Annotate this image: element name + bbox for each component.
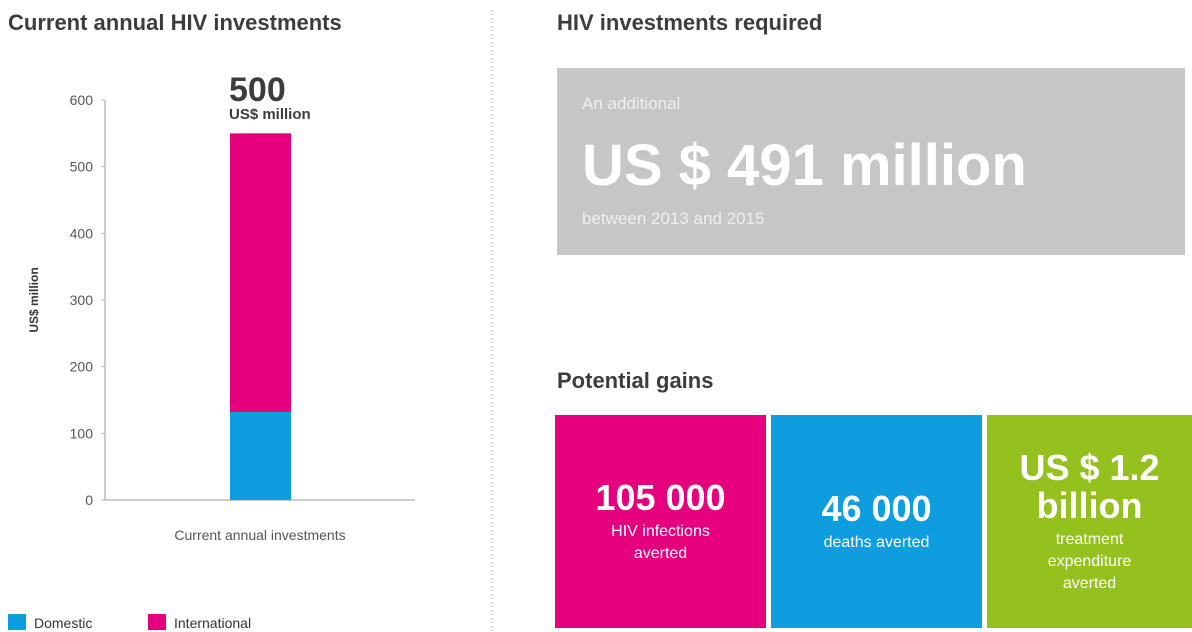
y-axis-label: US$ million bbox=[27, 267, 41, 332]
y-tick-label: 400 bbox=[70, 225, 94, 241]
gain-text: averted bbox=[634, 545, 687, 562]
gain-text: deaths averted bbox=[824, 534, 930, 551]
gain-text: expenditure bbox=[1048, 553, 1132, 570]
chart-title: Current annual HIV investments bbox=[8, 10, 342, 35]
y-tick-label: 200 bbox=[70, 359, 94, 375]
gain-figure: billion bbox=[1037, 485, 1143, 526]
y-tick-label: 300 bbox=[70, 292, 94, 308]
bar-segment bbox=[230, 133, 291, 413]
y-tick-label: 100 bbox=[70, 425, 94, 441]
gain-figure: US $ 1.2 bbox=[1019, 447, 1159, 488]
gain-text: treatment bbox=[1056, 531, 1124, 548]
gain-figure: 105 000 bbox=[595, 477, 725, 518]
legend-label: International bbox=[174, 615, 251, 631]
annotation-value: 500 bbox=[229, 71, 286, 109]
gain-text: averted bbox=[1063, 575, 1116, 592]
annotation-unit: US$ million bbox=[229, 106, 311, 123]
y-tick-label: 500 bbox=[70, 159, 94, 175]
required-period: between 2013 and 2015 bbox=[582, 209, 764, 228]
y-tick-label: 0 bbox=[85, 492, 93, 508]
gain-box bbox=[555, 415, 766, 628]
required-amount: US $ 491 million bbox=[582, 133, 1027, 198]
gains-title: Potential gains bbox=[557, 368, 713, 393]
x-tick-label: Current annual investments bbox=[174, 527, 345, 543]
required-intro: An additional bbox=[582, 94, 680, 113]
y-tick-label: 600 bbox=[70, 92, 94, 108]
legend-swatch bbox=[8, 614, 26, 630]
legend-swatch bbox=[148, 614, 166, 630]
bar-segment bbox=[230, 412, 291, 500]
gain-text: HIV infections bbox=[611, 523, 710, 540]
legend-label: Domestic bbox=[34, 615, 92, 631]
required-title: HIV investments required bbox=[557, 10, 822, 35]
gain-box bbox=[771, 415, 982, 628]
gain-figure: 46 000 bbox=[821, 488, 931, 529]
required-box bbox=[557, 68, 1185, 255]
gain-box bbox=[987, 415, 1192, 628]
